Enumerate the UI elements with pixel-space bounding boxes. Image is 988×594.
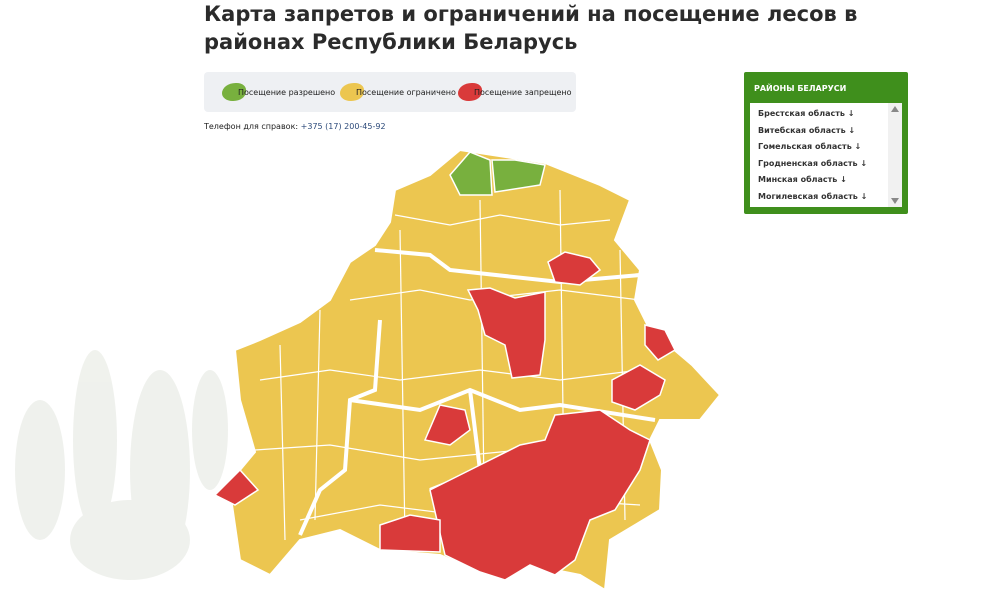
contact-label: Телефон для справок: [204, 122, 299, 131]
legend-swatch [222, 83, 246, 101]
legend-label: Посещение запрещено [474, 87, 572, 97]
banned-areas [213, 251, 676, 581]
background-trees [15, 350, 228, 580]
district-name: Брестская область [758, 109, 845, 118]
legend-label: Посещение ограничено [356, 87, 456, 97]
district-name: Минская область [758, 175, 838, 184]
legend-item[interactable]: Посещение разрешено [222, 72, 335, 112]
panel-title: РАЙОНЫ БЕЛАРУСИ [754, 84, 847, 93]
legend-item[interactable]: Посещение ограничено [340, 72, 456, 112]
district-name: Гомельская область [758, 142, 852, 151]
district-name: Витебская область [758, 126, 846, 135]
phone[interactable]: +375 (17) 200-45-92 [300, 122, 386, 131]
district-item[interactable]: Могилевская область ↓ [758, 192, 868, 201]
district-list: Брестская область ↓ Витебская область ↓ … [750, 103, 902, 207]
district-item[interactable]: Брестская область ↓ [758, 109, 855, 118]
legend-swatch [458, 83, 482, 101]
districts-panel: РАЙОНЫ БЕЛАРУСИ Брестская область ↓ Вите… [744, 72, 908, 214]
district-name: Могилевская область [758, 192, 858, 201]
map [15, 148, 722, 592]
district-item[interactable]: Витебская область ↓ [758, 126, 856, 135]
district-item[interactable]: Гомельская область ↓ [758, 142, 862, 151]
legend: Посещение разрешено Посещение ограничено… [204, 72, 576, 112]
district-item[interactable]: Минская область ↓ [758, 175, 847, 184]
page-title: Карта запретов и ограничений на посещени… [204, 2, 858, 54]
district-name: Гродненская область [758, 159, 858, 168]
legend-item[interactable]: Посещение запрещено [458, 72, 572, 112]
scrollbar[interactable] [888, 103, 902, 207]
contact: Телефон для справок: +375 (17) 200-45-92 [204, 122, 386, 131]
district-item[interactable]: Гродненская область ↓ [758, 159, 868, 168]
legend-label: Посещение разрешено [238, 87, 336, 97]
allowed-areas [449, 151, 546, 196]
legend-swatch [340, 83, 364, 101]
